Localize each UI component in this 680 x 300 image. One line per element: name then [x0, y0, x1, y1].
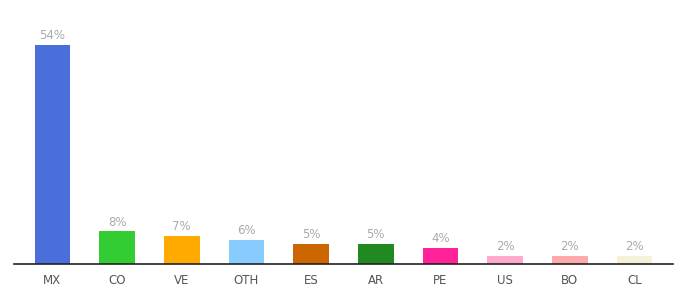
Text: 2%: 2% [560, 240, 579, 254]
Text: 4%: 4% [431, 232, 449, 245]
Bar [293, 244, 329, 264]
Text: 7%: 7% [173, 220, 191, 233]
Bar [99, 232, 135, 264]
Bar [488, 256, 523, 264]
Text: 5%: 5% [367, 228, 385, 241]
Text: 2%: 2% [625, 240, 644, 254]
Text: 2%: 2% [496, 240, 514, 254]
Text: 5%: 5% [302, 228, 320, 241]
Bar [35, 44, 70, 264]
Bar [617, 256, 652, 264]
Text: 54%: 54% [39, 29, 65, 42]
Bar [422, 248, 458, 264]
Bar [228, 240, 265, 264]
Bar [358, 244, 394, 264]
Bar [552, 256, 588, 264]
Bar [164, 236, 199, 264]
Text: 6%: 6% [237, 224, 256, 237]
Text: 8%: 8% [108, 216, 126, 229]
